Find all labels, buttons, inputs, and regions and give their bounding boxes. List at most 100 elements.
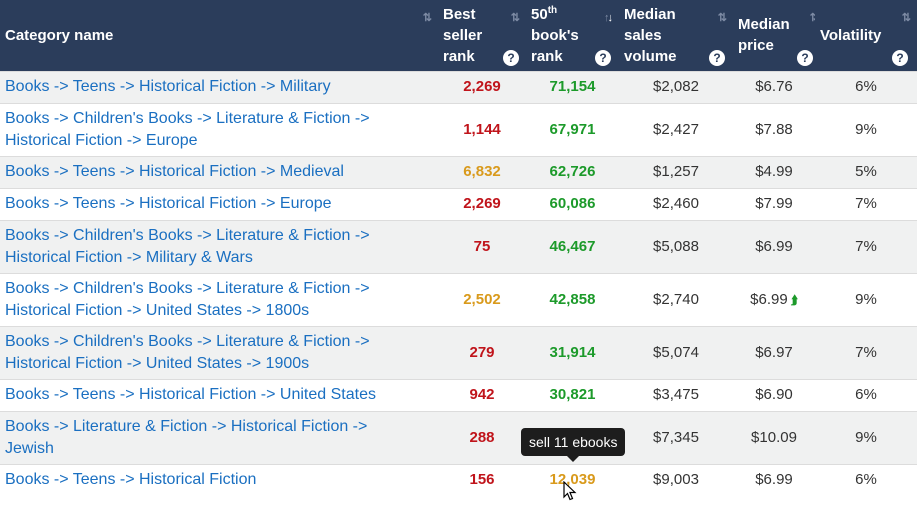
volatility: 5% (815, 155, 917, 188)
fiftieth-book-rank[interactable]: 46,467 (526, 219, 619, 273)
best-seller-rank: 279 (438, 325, 526, 379)
fiftieth-book-rank[interactable]: 67,971 (526, 102, 619, 156)
col-header-label: sales (624, 26, 662, 44)
table-row: Books -> Children's Books -> Literature … (0, 325, 917, 379)
median-price: $7.99 (755, 195, 793, 212)
table-row: Books -> Literature & Fiction -> Histori… (0, 410, 917, 464)
col-header-median-sales-volume[interactable]: Median sales volume ⇅ ? (619, 0, 733, 71)
fiftieth-book-rank[interactable]: 71,154 (526, 70, 619, 103)
median-price: $6.99 (755, 237, 793, 255)
category-link[interactable]: Books -> Teens -> Historical Fiction -> … (5, 386, 376, 403)
help-icon[interactable]: ? (709, 49, 725, 66)
category-link[interactable]: Books -> Literature & Fiction -> Histori… (5, 417, 368, 435)
sort-down-icon: ↓ (607, 12, 613, 24)
table-row: Books -> Teens -> Historical Fiction -> … (0, 155, 917, 188)
median-sales-volume: $1,257 (619, 155, 733, 188)
median-sales-volume: $5,074 (619, 325, 733, 379)
category-cell: Books -> Teens -> Historical Fiction -> … (0, 70, 438, 103)
category-cell: Books -> Children's Books -> Literature … (0, 102, 438, 156)
median-price: $6.76 (755, 78, 793, 95)
fiftieth-book-rank[interactable]: 60,086 (526, 187, 619, 220)
fiftieth-book-rank[interactable]: 42,858 (526, 272, 619, 326)
median-price-cell: $7.88 (733, 102, 815, 156)
best-seller-rank: 2,502 (438, 272, 526, 326)
best-seller-rank: 288 (438, 410, 526, 464)
best-seller-rank: 75 (438, 219, 526, 273)
category-cell: Books -> Teens -> Historical Fiction -> … (0, 155, 438, 188)
chevron-double-up-icon: ⮭ (790, 292, 798, 307)
category-cell: Books -> Children's Books -> Literature … (0, 272, 438, 326)
help-icon[interactable]: ? (595, 49, 611, 66)
col-header-volatility[interactable]: Volatility ⇅ ? (815, 0, 917, 71)
volatility: 7% (815, 187, 917, 220)
sort-icon[interactable]: ⇅ (901, 12, 911, 24)
col-header-label: Best (443, 5, 476, 23)
volatility: 9% (815, 102, 917, 156)
table-row: Books -> Teens -> Historical Fiction -> … (0, 187, 917, 220)
fiftieth-book-rank[interactable]: 31,914 (526, 325, 619, 379)
sort-icon[interactable]: ⇅ (809, 12, 819, 24)
sort-icon[interactable]: ⇅ (422, 12, 432, 24)
help-icon[interactable]: ? (892, 49, 908, 66)
median-price-cell: $7.99 (733, 187, 815, 220)
volatility: 6% (815, 70, 917, 103)
best-seller-rank: 1,144 (438, 102, 526, 156)
category-link[interactable]: Books -> Children's Books -> Literature … (5, 279, 370, 297)
col-header-median-price[interactable]: Median price ⇅ ? (733, 0, 819, 71)
col-header-label: 50 (531, 5, 548, 23)
col-header-50th-book-rank[interactable]: 50th book's rank ↑↓ ? (526, 0, 619, 71)
category-cell: Books -> Literature & Fiction -> Histori… (0, 410, 438, 464)
median-price-cell: $6.97 (733, 325, 815, 379)
category-link[interactable]: Books -> Teens -> Historical Fiction -> … (5, 163, 344, 180)
help-icon[interactable]: ? (503, 49, 519, 66)
help-icon[interactable]: ? (797, 49, 813, 66)
category-link[interactable]: Historical Fiction -> Europe (5, 131, 198, 149)
table-row: Books -> Children's Books -> Literature … (0, 272, 917, 326)
volatility: 7% (815, 325, 917, 379)
median-sales-volume: $2,460 (619, 187, 733, 220)
category-cell: Books -> Children's Books -> Literature … (0, 219, 438, 273)
volatility: 7% (815, 219, 917, 273)
col-header-best-seller-rank[interactable]: Best seller rank ⇅ ? (438, 0, 526, 71)
median-sales-volume: $2,082 (619, 70, 733, 103)
median-price-cell: $6.90 (733, 378, 815, 411)
median-price-cell: $10.09 (733, 410, 815, 464)
category-link[interactable]: Books -> Children's Books -> Literature … (5, 109, 370, 127)
table-header-row: Category name ⇅ Best seller rank ⇅ ? 50t… (0, 0, 917, 71)
col-header-category-label: Category name (5, 26, 114, 44)
category-link[interactable]: Books -> Teens -> Historical Fiction -> … (5, 195, 332, 212)
median-price-cell: $6.99 ⮭ (733, 272, 815, 326)
fiftieth-book-rank[interactable]: 62,726 (526, 155, 619, 188)
best-seller-rank: 2,269 (438, 187, 526, 220)
col-header-label: rank (443, 47, 475, 65)
median-price-cell: $6.99 (733, 463, 815, 496)
sort-icon[interactable]: ⇅ (510, 12, 520, 24)
col-header-label: Median (738, 16, 790, 34)
sort-icon[interactable]: ⇅ (717, 12, 727, 24)
category-link[interactable]: Books -> Teens -> Historical Fiction -> … (5, 78, 331, 95)
category-link[interactable]: Jewish (5, 439, 54, 457)
category-link[interactable]: Books -> Children's Books -> Literature … (5, 226, 370, 244)
median-price: $6.97 (755, 343, 793, 361)
volatility: 6% (815, 378, 917, 411)
median-price: $4.99 (755, 163, 793, 180)
median-sales-volume: $5,088 (619, 219, 733, 273)
category-link[interactable]: Historical Fiction -> United States -> 1… (5, 301, 310, 319)
table-row: Books -> Children's Books -> Literature … (0, 102, 917, 156)
col-header-category[interactable]: Category name ⇅ (0, 0, 438, 71)
col-header-label: volume (624, 47, 677, 65)
category-link[interactable]: Historical Fiction -> Military & Wars (5, 248, 253, 266)
category-link[interactable]: Books -> Children's Books -> Literature … (5, 332, 370, 350)
median-price-cell: $6.99 (733, 219, 815, 273)
fiftieth-book-rank[interactable]: 30,821 (526, 378, 619, 411)
category-link[interactable]: Books -> Teens -> Historical Fiction (5, 471, 257, 488)
median-sales-volume: $2,740 (619, 272, 733, 326)
col-header-label: Median (624, 5, 676, 23)
category-cell: Books -> Children's Books -> Literature … (0, 325, 438, 379)
best-seller-rank: 2,269 (438, 70, 526, 103)
category-link[interactable]: Historical Fiction -> United States -> 1… (5, 354, 310, 372)
table-row: Books -> Teens -> Historical Fiction -> … (0, 378, 917, 411)
median-sales-volume: $3,475 (619, 378, 733, 411)
category-cell: Books -> Teens -> Historical Fiction -> … (0, 378, 438, 411)
sort-active-icon[interactable]: ↑↓ (604, 8, 613, 29)
